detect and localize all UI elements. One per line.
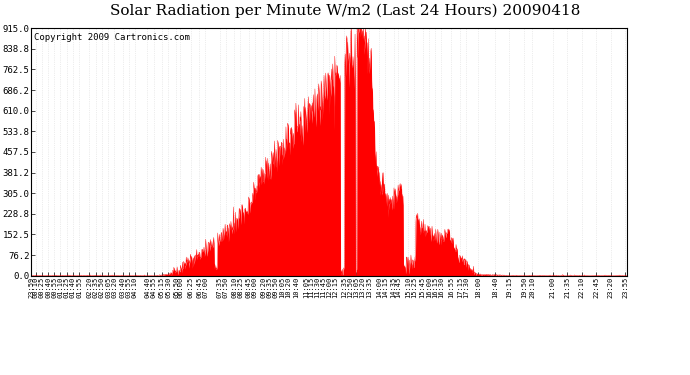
- Text: Copyright 2009 Cartronics.com: Copyright 2009 Cartronics.com: [34, 33, 190, 42]
- Text: Solar Radiation per Minute W/m2 (Last 24 Hours) 20090418: Solar Radiation per Minute W/m2 (Last 24…: [110, 4, 580, 18]
